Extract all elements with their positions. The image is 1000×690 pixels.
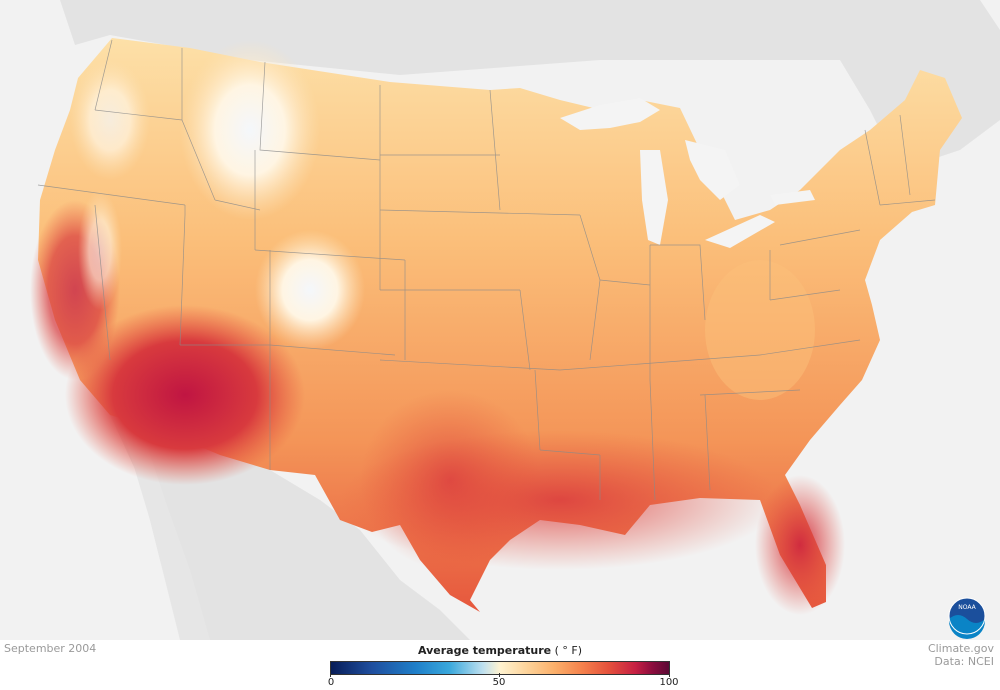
footer: September 2004 Average temperature ( ° F… (0, 640, 1000, 690)
texas-region (360, 390, 540, 570)
legend-colorbar (330, 661, 670, 675)
legend-title: Average temperature ( ° F) (330, 644, 670, 657)
legend-tick-label-50: 50 (492, 677, 506, 688)
lake-erie (705, 215, 775, 248)
legend-tick-100 (669, 673, 670, 677)
legend-tick-label-100: 100 (659, 677, 679, 688)
noaa-logo-text: NOAA (958, 604, 976, 611)
legend-title-text: Average temperature (417, 644, 552, 657)
state-borders (37, 39, 936, 501)
canada-land (60, 0, 1000, 160)
temperature-map: NOAA (30, 0, 1000, 640)
credit-data-source: Data: NCEI (934, 655, 994, 668)
legend-tick-50 (499, 673, 500, 677)
legend-tick-0 (330, 673, 331, 677)
legend: Average temperature ( ° F) 0 50 100 (327, 644, 679, 690)
southwest-hot-region (65, 305, 305, 485)
colorado-rockies-cool-region (255, 230, 365, 350)
florida-region (755, 475, 845, 615)
lake-michigan (640, 150, 668, 245)
noaa-logo-icon: NOAA (948, 597, 986, 639)
sierra-cool-region (78, 190, 122, 310)
cascades-cool-region (70, 60, 150, 180)
lake-ontario (770, 190, 815, 205)
northern-rockies-cool-region (180, 40, 320, 220)
credit: Climate.gov Data: NCEI (928, 642, 994, 668)
lake-huron (685, 140, 740, 200)
appalachian-cool-region (705, 260, 815, 400)
legend-tick-label-0: 0 (327, 677, 335, 688)
legend-units: ( ° F) (554, 644, 582, 657)
credit-site: Climate.gov (927, 642, 994, 655)
lake-superior (560, 98, 660, 130)
date-label: September 2004 (4, 642, 97, 655)
map-area: NOAA (0, 0, 1000, 640)
